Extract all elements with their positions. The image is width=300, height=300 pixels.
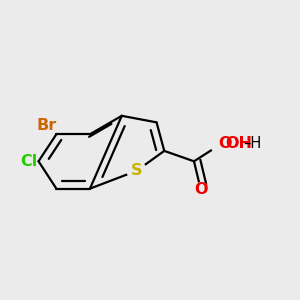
Text: S: S [131,163,142,178]
Circle shape [211,132,233,155]
Text: –H: –H [243,136,262,151]
Circle shape [193,183,209,199]
Circle shape [127,161,146,180]
Text: Cl: Cl [20,154,37,169]
Text: O: O [194,182,208,197]
Text: OH: OH [225,136,252,151]
Text: O: O [218,136,232,151]
Text: Br: Br [36,118,56,133]
